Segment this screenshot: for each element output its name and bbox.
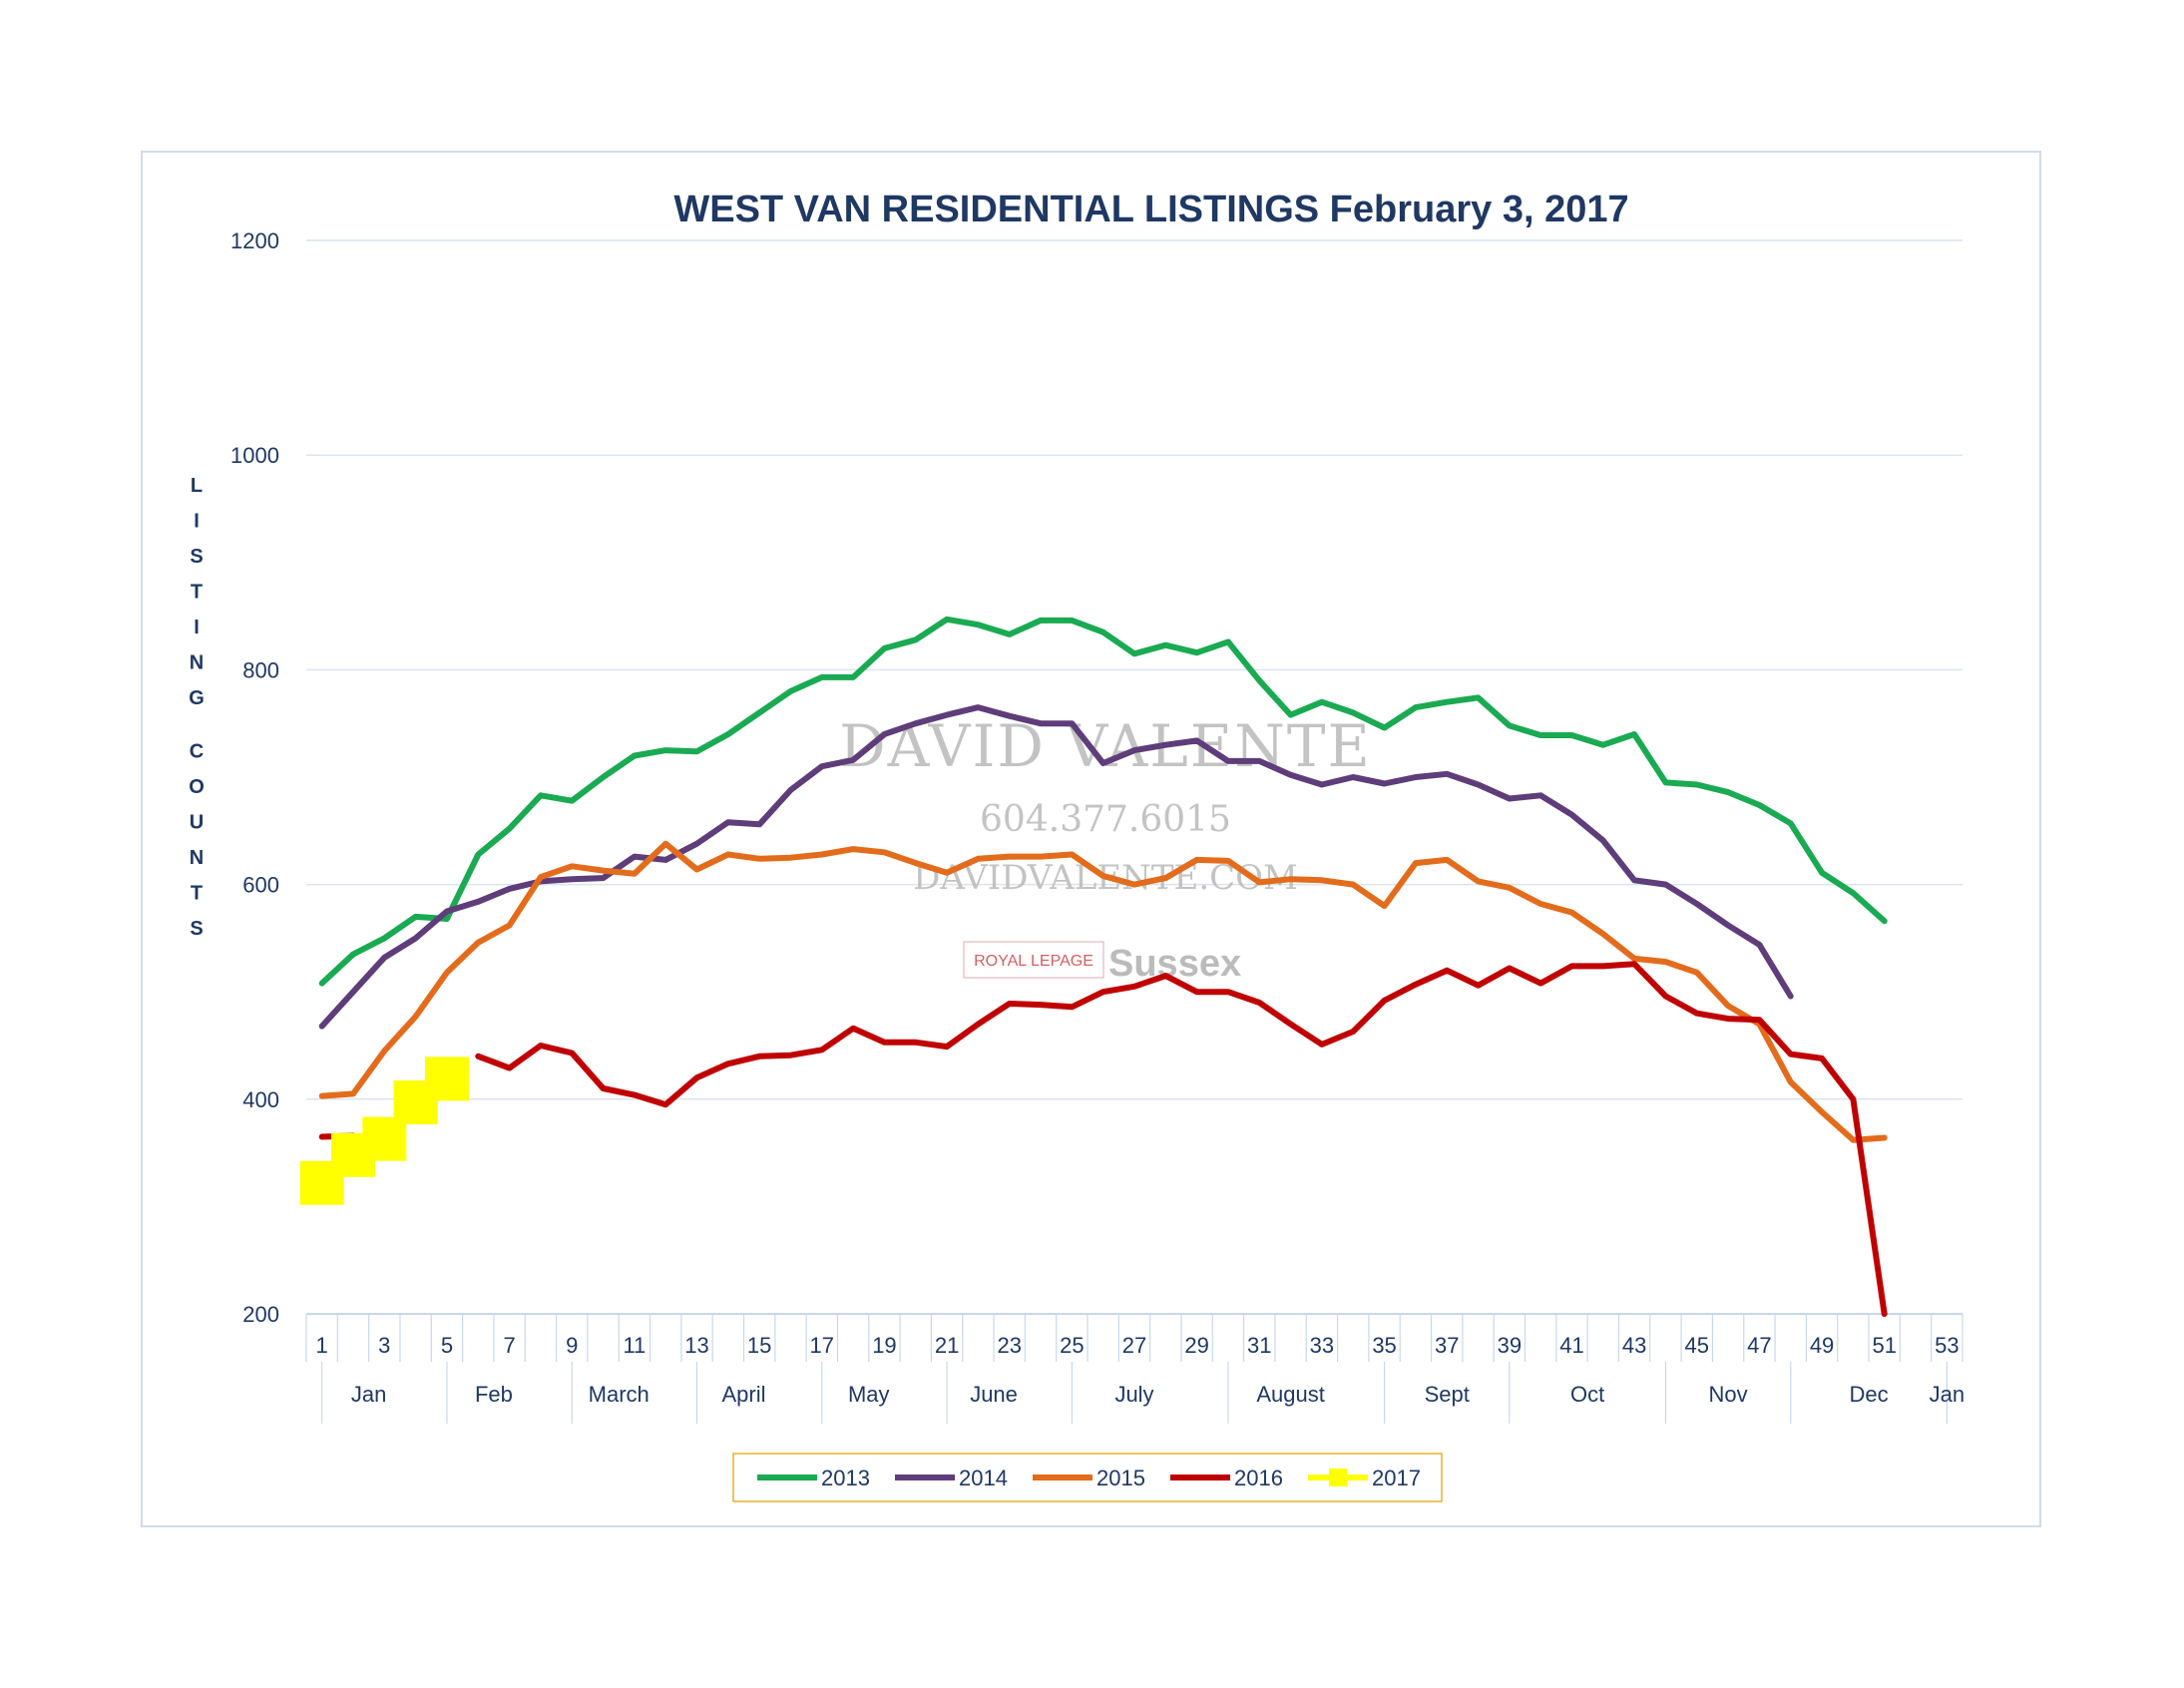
y-axis-label-letter: T [191, 582, 203, 604]
line-chart: WEST VAN RESIDENTIAL LISTINGS February 3… [189, 189, 1965, 1502]
month-label: June [970, 1382, 1018, 1407]
chart-frame: WEST VAN RESIDENTIAL LISTINGS February 3… [141, 151, 2041, 1527]
x-tick-label: 1 [316, 1333, 328, 1358]
x-tick-label: 7 [503, 1333, 515, 1358]
x-tick-label: 27 [1122, 1333, 1146, 1358]
month-label: Dec [1849, 1382, 1888, 1407]
month-label: August [1256, 1382, 1325, 1407]
y-tick-label: 1000 [230, 443, 279, 468]
x-tick-label: 5 [441, 1333, 453, 1358]
y-axis-label-letter: L [191, 475, 203, 497]
series-2013 [318, 616, 1888, 987]
legend-marker [1329, 1469, 1347, 1486]
x-tick-label: 51 [1872, 1333, 1896, 1358]
legend-label: 2014 [959, 1466, 1008, 1490]
series-line-2014 [318, 704, 1794, 1030]
month-label: Oct [1570, 1382, 1604, 1407]
x-tick-label: 25 [1060, 1333, 1084, 1358]
y-tick-label: 600 [242, 873, 279, 898]
series-line-2015 [318, 840, 1888, 1143]
watermark: DAVID VALENTE 604.377.6015 DAVIDVALENTE.… [839, 712, 1370, 985]
legend-item-2015: 2015 [1033, 1466, 1145, 1490]
month-label: Feb [475, 1382, 513, 1407]
y-axis-label-letter: G [189, 687, 205, 709]
legend-item-2014: 2014 [895, 1466, 1008, 1490]
y-axis-ticks: 1200 1000 800 600 400 200 [230, 228, 279, 1327]
x-tick-label: 15 [747, 1333, 771, 1358]
x-tick-label: 11 [623, 1333, 646, 1358]
x-tick-label: 3 [378, 1333, 390, 1358]
x-tick-label: 37 [1435, 1333, 1459, 1358]
data-point [424, 1056, 469, 1101]
y-axis-label-letter: O [189, 776, 205, 798]
month-label: Jan [1930, 1382, 1965, 1407]
watermark-phone: 604.377.6015 [980, 799, 1231, 840]
month-label: April [721, 1382, 765, 1407]
series-line-2016 [318, 961, 1888, 1317]
series-line-2013 [318, 616, 1888, 987]
month-label: March [589, 1382, 650, 1407]
month-label: Jan [351, 1382, 386, 1407]
chart-title: WEST VAN RESIDENTIAL LISTINGS February 3… [673, 189, 1628, 230]
legend-label: 2016 [1234, 1466, 1283, 1490]
legend-item-2013: 2013 [757, 1466, 870, 1490]
x-tick-label: 17 [810, 1333, 834, 1358]
legend-item-2017: 2017 [1308, 1466, 1421, 1490]
y-axis-label-letter: I [194, 511, 200, 533]
month-label: Sept [1425, 1382, 1470, 1407]
legend-label: 2017 [1372, 1466, 1421, 1490]
legend: 2013 2014 2015 2016 2017 [732, 1453, 1443, 1502]
x-tick-label: 43 [1622, 1333, 1646, 1358]
series [299, 616, 1888, 1317]
x-tick-label: 53 [1935, 1333, 1959, 1358]
x-tick-label: 41 [1559, 1333, 1583, 1358]
series-2015 [318, 840, 1888, 1143]
y-axis-label-letter: U [190, 812, 204, 834]
y-axis-label-letter: S [190, 546, 203, 568]
x-tick-label: 19 [872, 1333, 896, 1358]
x-tick-label: 33 [1310, 1333, 1334, 1358]
x-tick-label: 21 [935, 1333, 959, 1358]
x-axis: 1 3 5 7 9 11 13 15 17 19 21 23 25 27 29 31 33 35 37 39 41 43 4… [305, 1313, 1965, 1424]
y-tick-label: 800 [242, 657, 279, 682]
x-tick-label: 23 [997, 1333, 1021, 1358]
x-tick-label: 31 [1247, 1333, 1271, 1358]
series-2014 [318, 704, 1794, 1030]
y-tick-label: 400 [242, 1087, 279, 1112]
y-axis-label-letter: C [190, 741, 204, 763]
series-2017 [299, 1056, 469, 1205]
x-tick-label: 35 [1372, 1333, 1396, 1358]
month-label: July [1114, 1382, 1153, 1407]
x-tick-label: 29 [1184, 1333, 1208, 1358]
y-axis-label-letter: T [191, 883, 203, 905]
x-tick-label: 39 [1498, 1333, 1522, 1358]
x-tick-label: 9 [566, 1333, 578, 1358]
y-axis-label-letter: N [190, 652, 204, 674]
x-tick-label: 13 [684, 1333, 708, 1358]
y-axis-label-letter: I [194, 617, 200, 638]
legend-label: 2015 [1096, 1466, 1145, 1490]
y-axis-label-letter: S [190, 918, 203, 940]
month-label: May [848, 1382, 890, 1407]
y-tick-label: 1200 [230, 228, 279, 253]
y-axis-label-letter: N [190, 847, 204, 869]
y-tick-label: 200 [242, 1302, 279, 1327]
x-tick-label: 49 [1810, 1333, 1834, 1358]
series-2016 [318, 961, 1888, 1317]
month-label: Nov [1709, 1382, 1748, 1407]
x-tick-label: 47 [1747, 1333, 1771, 1358]
legend-label: 2013 [821, 1466, 870, 1490]
legend-item-2016: 2016 [1170, 1466, 1283, 1490]
watermark-brand: ROYAL LEPAGE [974, 953, 1093, 970]
x-tick-label: 45 [1685, 1333, 1709, 1358]
